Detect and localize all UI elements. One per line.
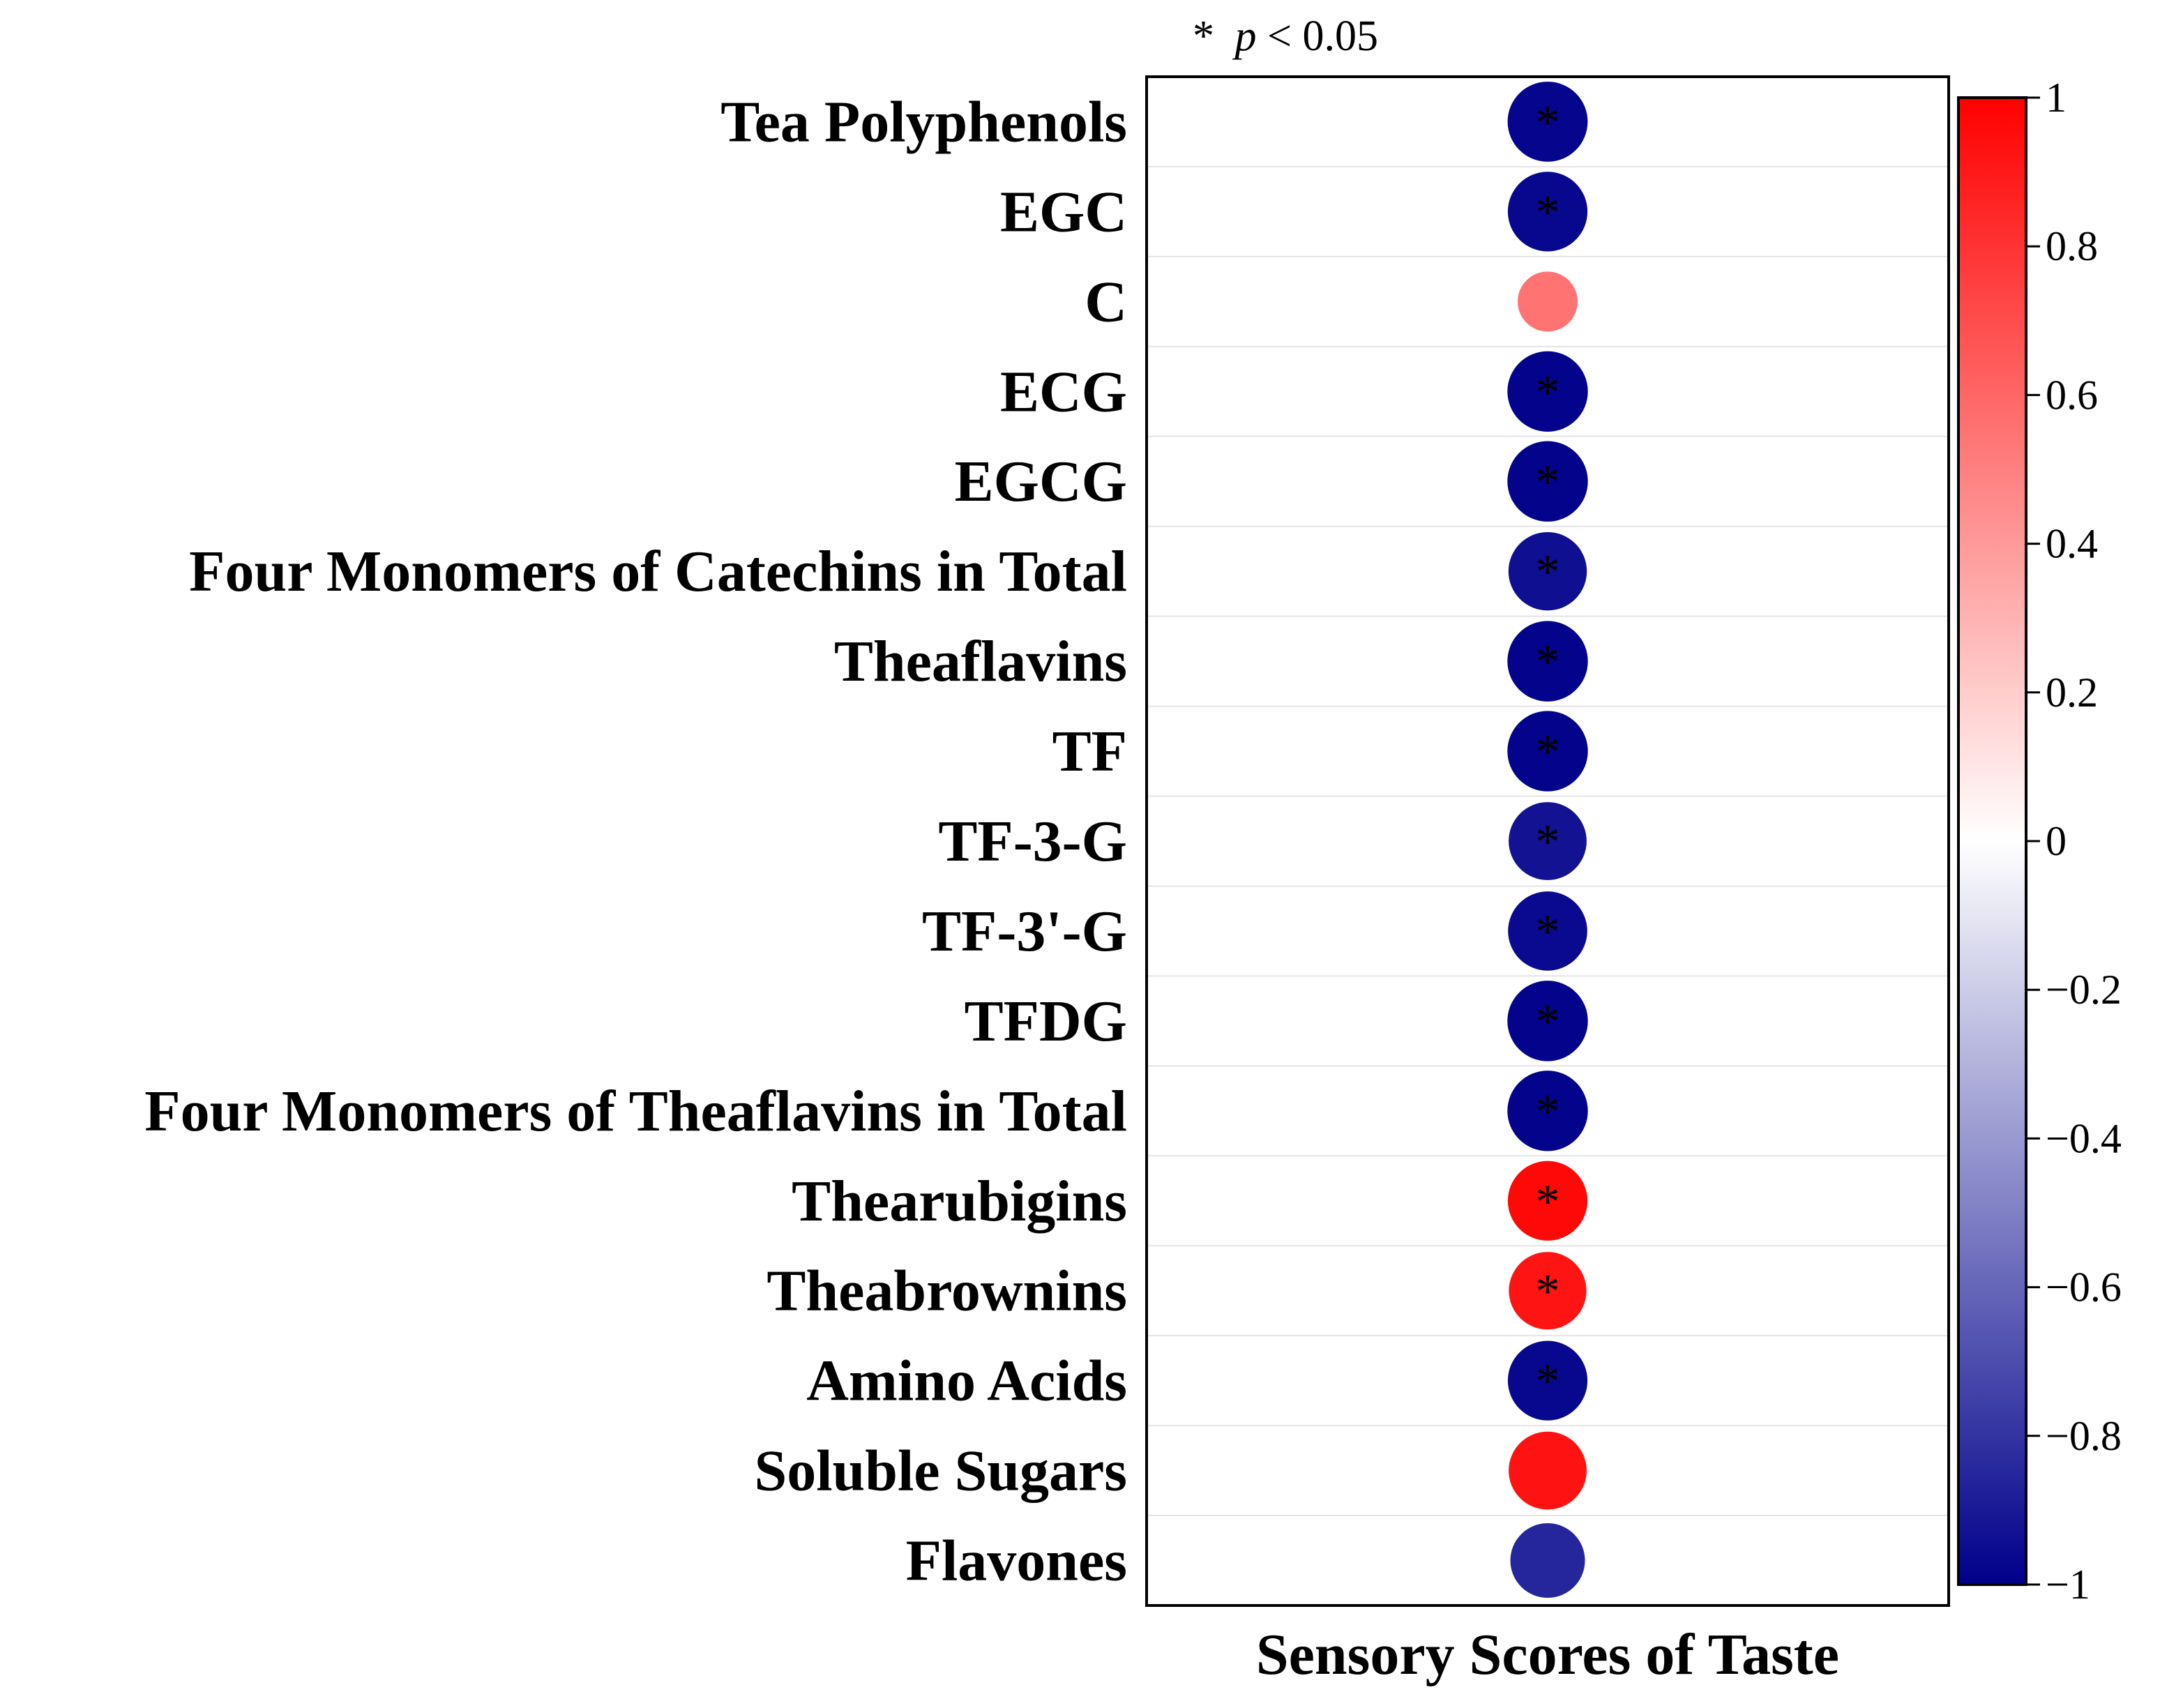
row-label: ECG — [1000, 359, 1127, 424]
significance-star: * — [1536, 1175, 1560, 1229]
colorbar-tick-label: 1 — [2046, 75, 2067, 121]
row-label: TFDG — [965, 989, 1127, 1054]
row-label: Four Monomers of Theaflavins in Total — [144, 1079, 1127, 1144]
correlation-circle — [1518, 271, 1578, 332]
row-label: Thearubigins — [792, 1169, 1127, 1234]
significance-star: * — [1536, 186, 1560, 239]
correlation-circle — [1510, 1523, 1585, 1599]
correlation-circle — [1508, 531, 1587, 611]
colorbar-tick-label: −0.4 — [2046, 1115, 2122, 1161]
colorbar-tick-label: 0.6 — [2046, 372, 2098, 418]
colorbar-gradient — [1958, 98, 2026, 1585]
row-label: Theabrownins — [766, 1259, 1127, 1324]
correlation-circle — [1507, 1071, 1588, 1151]
correlation-circle — [1507, 1161, 1588, 1241]
row-separators — [1147, 165, 1949, 1517]
row-label: Amino Acids — [806, 1349, 1127, 1414]
row-label: Soluble Sugars — [754, 1439, 1127, 1504]
plot-frame — [1145, 75, 1950, 1607]
row-label: TF-3'-G — [922, 899, 1127, 964]
correlation-circle — [1508, 891, 1587, 971]
significance-star: * — [1536, 815, 1560, 869]
row-labels: Tea Polyphenols EGC C ECG EGCG Four Monomers … — [144, 89, 1127, 1593]
significance-star: * — [1536, 905, 1560, 959]
significance-star: * — [1536, 96, 1560, 149]
row-label: EGCG — [955, 449, 1127, 514]
colorbar-tick-label: 0.2 — [2046, 670, 2098, 716]
row-label: TF — [1052, 719, 1127, 784]
significance-star: * — [1536, 995, 1560, 1049]
significance-star: * — [1536, 635, 1560, 689]
row-label: Four Monomers of Catechins in Total — [189, 539, 1127, 604]
correlation-circles — [1507, 82, 1588, 1599]
significance-star: * — [1536, 1085, 1560, 1139]
significance-stars: * * * * * * * * * * * * * * — [1536, 96, 1560, 1408]
row-label: C — [1085, 269, 1127, 334]
correlation-circle — [1509, 1431, 1587, 1510]
colorbar-tick-label: −0.8 — [2046, 1413, 2122, 1459]
significance-star: * — [1536, 455, 1560, 509]
significance-star: * — [1536, 545, 1560, 599]
correlation-circle — [1507, 621, 1588, 702]
colorbar-tick-label: −0.2 — [2046, 967, 2122, 1013]
correlation-circle — [1507, 711, 1588, 792]
correlation-circle — [1507, 981, 1588, 1061]
correlation-circle — [1507, 1340, 1588, 1421]
correlation-circle — [1507, 351, 1588, 432]
significance-star: * — [1536, 725, 1560, 779]
correlation-circle — [1507, 441, 1588, 522]
row-label: Tea Polyphenols — [720, 89, 1127, 154]
correlation-circle — [1509, 802, 1587, 880]
colorbar-tick-label: 0.8 — [2046, 223, 2098, 269]
colorbar-tick-label: −1 — [2046, 1562, 2090, 1608]
column-label: Sensory Scores of Taste — [1256, 1622, 1839, 1687]
correlation-circle — [1507, 82, 1588, 162]
colorbar-tick-label: 0 — [2046, 818, 2067, 864]
correlation-circle — [1507, 172, 1588, 252]
row-label: EGC — [1000, 179, 1127, 244]
significance-star: * — [1536, 1355, 1560, 1409]
significance-star: * — [1536, 1265, 1560, 1319]
row-label: Theaflavins — [834, 629, 1127, 694]
row-label: TF-3-G — [938, 809, 1127, 874]
colorbar-tick-label: 0.4 — [2046, 521, 2098, 567]
colorbar-ticks: 1 0.8 0.6 0.4 0.2 0 −0.2 −0.4 −0.6 −0.8 −1 — [2026, 75, 2122, 1608]
colorbar-tick-label: −0.6 — [2046, 1264, 2122, 1310]
significance-star: * — [1536, 365, 1560, 419]
correlation-circle — [1509, 1252, 1587, 1330]
significance-note: * p < 0.05 — [1193, 13, 1378, 60]
row-label: Flavones — [906, 1529, 1127, 1594]
